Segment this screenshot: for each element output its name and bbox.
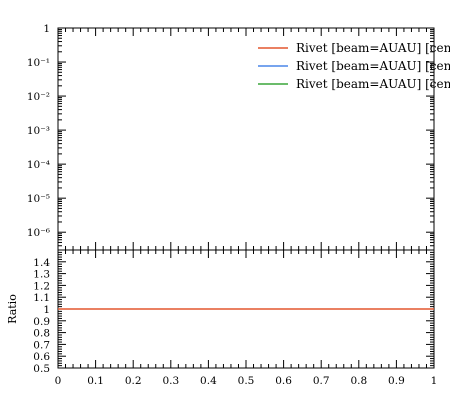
x-tick-label: 0.7 [313, 375, 330, 387]
ratio-y-axis-title: Ratio [6, 294, 19, 324]
x-tick-label: 0.2 [125, 375, 142, 387]
x-tick-label: 1 [431, 375, 438, 387]
x-tick-label: 0.8 [350, 375, 367, 387]
ratio-panel: 0.50.60.70.80.911.11.21.31.40 0.1 0.2 0.3 0.… [6, 249, 438, 387]
legend-label: Rivet [beam=AUAU] [cen [296, 41, 450, 55]
ratio-y-tick-label: 1.4 [33, 257, 50, 269]
ratio-y-tick-label: 1.1 [33, 292, 50, 304]
ratio-y-tick-label: 0.5 [33, 363, 50, 375]
x-tick-label: 0 [55, 375, 62, 387]
x-tick-label: 0.4 [200, 375, 217, 387]
x-tick-label: 0.5 [238, 375, 255, 387]
x-tick-label: 0.9 [388, 375, 405, 387]
y-tick-label: 10⁻⁵ [27, 193, 50, 205]
ratio-y-tick-label: 0.9 [33, 316, 50, 328]
main-panel: 1 10⁻¹ 10⁻² 10⁻³ 10⁻⁴ 10⁻⁵ 10⁻⁶ [27, 23, 435, 251]
ratio-y-tick-label: 1 [43, 304, 50, 316]
y-tick-label: 10⁻⁴ [27, 159, 50, 171]
y-tick-label: 10⁻¹ [27, 57, 50, 69]
y-tick-label: 10⁻⁶ [27, 227, 50, 239]
x-tick-label: 0.1 [87, 375, 104, 387]
y-tick-label: 1 [43, 23, 50, 35]
ratio-y-tick-label: 0.8 [33, 328, 50, 340]
legend: Rivet [beam=AUAU] [cen Rivet [beam=AUAU] … [258, 41, 450, 91]
x-tick-label: 0.3 [162, 375, 179, 387]
y-tick-label: 10⁻² [27, 91, 50, 103]
x-tick-label: 0.6 [275, 375, 292, 387]
ratio-y-tick-label: 1.3 [33, 269, 50, 281]
y-tick-label: 10⁻³ [27, 125, 50, 137]
ratio-y-tick-label: 0.6 [33, 351, 50, 363]
legend-label: Rivet [beam=AUAU] [cen [296, 77, 450, 91]
ratio-y-tick-label: 1.2 [33, 280, 50, 292]
legend-label: Rivet [beam=AUAU] [cen [296, 59, 450, 73]
ratio-y-tick-label: 0.7 [33, 339, 50, 351]
